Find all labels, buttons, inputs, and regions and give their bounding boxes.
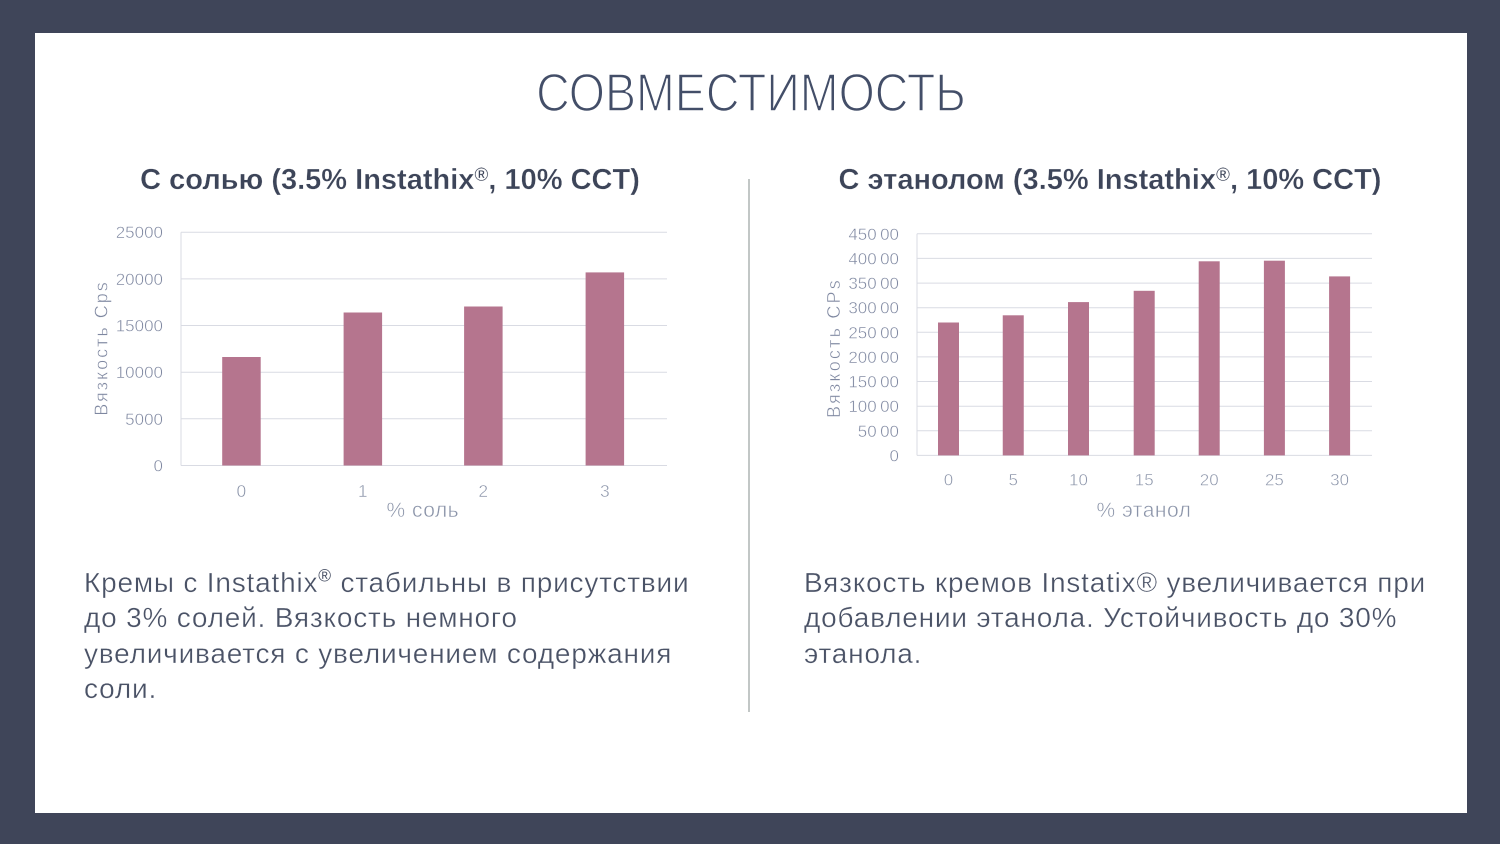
svg-text:50 00: 50 00 [858, 422, 899, 441]
svg-text:30: 30 [1330, 471, 1349, 490]
svg-text:200 00: 200 00 [848, 348, 899, 367]
svg-text:3: 3 [600, 481, 610, 501]
svg-text:250 00: 250 00 [848, 323, 899, 342]
svg-text:С солью (3.5% Instathix®, 10%: С солью (3.5% Instathix®, 10% CCT) [140, 164, 640, 196]
svg-text:С этанолом (3.5% Instathix®, 1: С этанолом (3.5% Instathix®, 10% CCT) [839, 164, 1382, 196]
svg-text:0: 0 [890, 446, 899, 465]
svg-text:5: 5 [1009, 471, 1018, 490]
svg-text:Вязкость CPs: Вязкость CPs [824, 278, 844, 418]
svg-text:10: 10 [1069, 471, 1088, 490]
svg-text:15000: 15000 [116, 317, 163, 336]
svg-text:20000: 20000 [116, 270, 163, 289]
svg-text:% соль: % соль [386, 499, 459, 522]
svg-text:350 00: 350 00 [848, 274, 899, 293]
svg-text:100 00: 100 00 [848, 397, 899, 416]
svg-text:% этанол: % этанол [1097, 499, 1192, 522]
svg-text:25: 25 [1265, 471, 1284, 490]
svg-text:150 00: 150 00 [848, 373, 899, 392]
svg-text:400 00: 400 00 [848, 249, 899, 268]
svg-text:25000: 25000 [116, 223, 163, 242]
svg-text:0: 0 [237, 481, 247, 501]
svg-text:15: 15 [1135, 471, 1154, 490]
svg-text:0: 0 [944, 471, 953, 490]
svg-text:Вязкость Cps: Вязкость Cps [92, 280, 112, 416]
svg-text:5000: 5000 [125, 410, 163, 429]
svg-text:1: 1 [358, 481, 368, 501]
svg-text:0: 0 [154, 457, 163, 476]
svg-text:10000: 10000 [116, 363, 163, 382]
svg-text:20: 20 [1200, 471, 1219, 490]
svg-text:300 00: 300 00 [848, 299, 899, 318]
svg-text:450 00: 450 00 [848, 225, 899, 244]
svg-text:2: 2 [478, 481, 488, 501]
